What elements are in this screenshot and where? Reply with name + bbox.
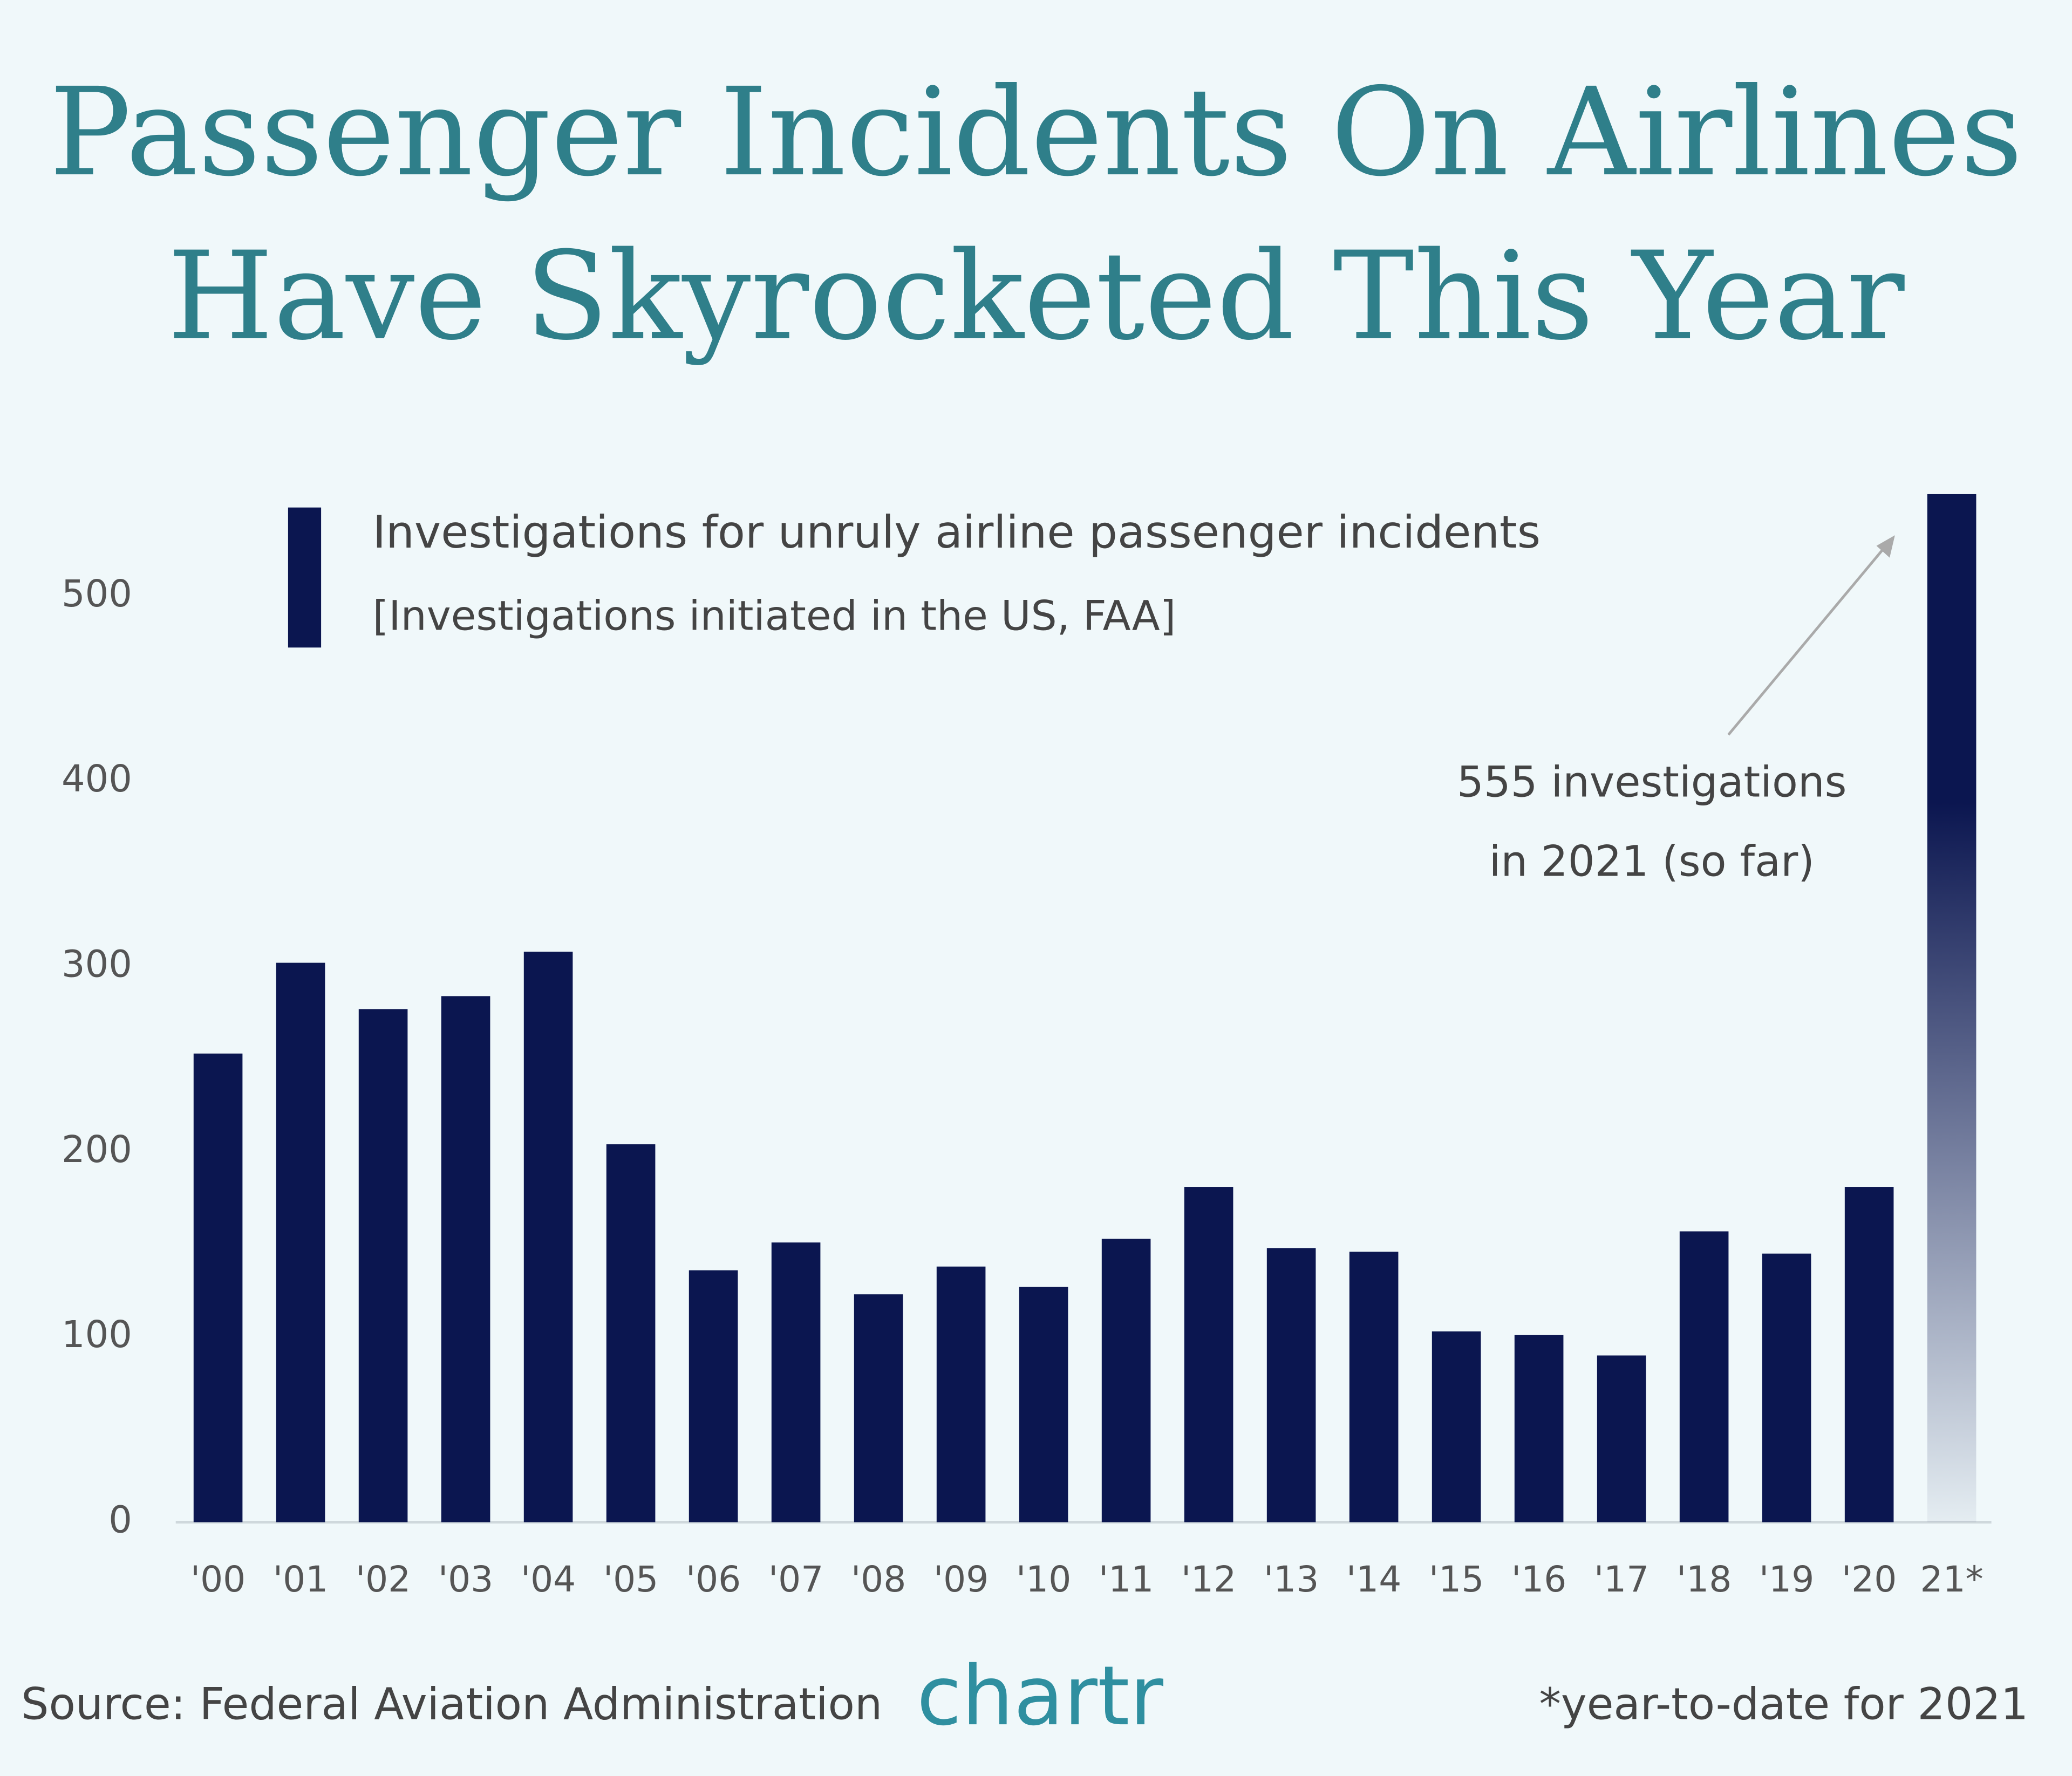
arrow-head xyxy=(1876,535,1895,558)
bar xyxy=(606,1144,656,1522)
x-tick-label: '03 xyxy=(438,1559,493,1600)
x-tick-label: '20 xyxy=(1842,1559,1897,1600)
bar xyxy=(1101,1239,1151,1522)
bar xyxy=(1927,494,1976,1522)
bar xyxy=(276,962,325,1522)
x-tick-label: '07 xyxy=(768,1559,823,1600)
x-tick-label: '18 xyxy=(1676,1559,1732,1600)
x-tick-label: '00 xyxy=(190,1559,246,1600)
y-tick-label: 0 xyxy=(108,1499,132,1542)
bar xyxy=(358,1009,408,1522)
x-tick-label: '12 xyxy=(1181,1559,1236,1600)
x-tick-label: '08 xyxy=(851,1559,906,1600)
bar xyxy=(1597,1355,1646,1522)
x-tick-label: '10 xyxy=(1016,1559,1071,1600)
x-tick-label: '19 xyxy=(1759,1559,1814,1600)
bar xyxy=(1019,1287,1068,1522)
annotation: 555 investigations xyxy=(1457,757,1847,807)
x-tick-label: '04 xyxy=(521,1559,576,1600)
y-tick-label: 500 xyxy=(62,572,132,616)
x-tick-label: '17 xyxy=(1594,1559,1649,1600)
annotation: in 2021 (so far) xyxy=(1489,837,1815,886)
bar xyxy=(689,1270,738,1522)
x-tick-label: '16 xyxy=(1511,1559,1566,1600)
bar xyxy=(523,952,573,1522)
bar xyxy=(1266,1248,1316,1522)
bar xyxy=(771,1242,821,1522)
bar xyxy=(193,1053,243,1522)
chart-subtitle: [Investigations initiated in the US, FAA… xyxy=(373,592,1176,639)
annotation-arrow xyxy=(1727,543,1889,736)
chart-title: Passenger Incidents On Airlines xyxy=(49,62,2022,203)
bar xyxy=(441,996,490,1522)
logo: chartr xyxy=(917,1648,1164,1744)
y-tick-label: 200 xyxy=(62,1128,132,1171)
x-tick-label: '06 xyxy=(686,1559,741,1600)
y-tick-label: 400 xyxy=(62,757,132,801)
x-tick-label: '02 xyxy=(356,1559,411,1600)
x-tick-label: 21* xyxy=(1920,1559,1984,1600)
x-tick-label: '15 xyxy=(1429,1559,1484,1600)
x-tick-label: '13 xyxy=(1264,1559,1319,1600)
bar xyxy=(1432,1331,1481,1522)
bar xyxy=(1679,1231,1729,1522)
bar xyxy=(936,1266,986,1522)
x-tick-label: '14 xyxy=(1346,1559,1401,1600)
bar xyxy=(1762,1253,1811,1522)
footnote: *year-to-date for 2021 xyxy=(1539,1679,2028,1730)
x-tick-label: '09 xyxy=(933,1559,989,1600)
bar xyxy=(1349,1252,1399,1522)
bar xyxy=(1184,1187,1233,1522)
chart-title: Have Skyrocketed This Year xyxy=(167,226,1905,367)
legend-swatch xyxy=(288,507,322,648)
y-tick-label: 100 xyxy=(62,1313,132,1356)
bar xyxy=(1844,1187,1894,1522)
legend-label: Investigations for unruly airline passen… xyxy=(373,506,1541,558)
x-tick-label: '01 xyxy=(273,1559,328,1600)
bar xyxy=(854,1294,903,1522)
x-tick-label: '11 xyxy=(1099,1559,1154,1600)
y-tick-label: 300 xyxy=(62,943,132,986)
source: Source: Federal Aviation Administration xyxy=(21,1679,882,1730)
bar xyxy=(1514,1335,1564,1522)
x-tick-label: '05 xyxy=(603,1559,658,1600)
